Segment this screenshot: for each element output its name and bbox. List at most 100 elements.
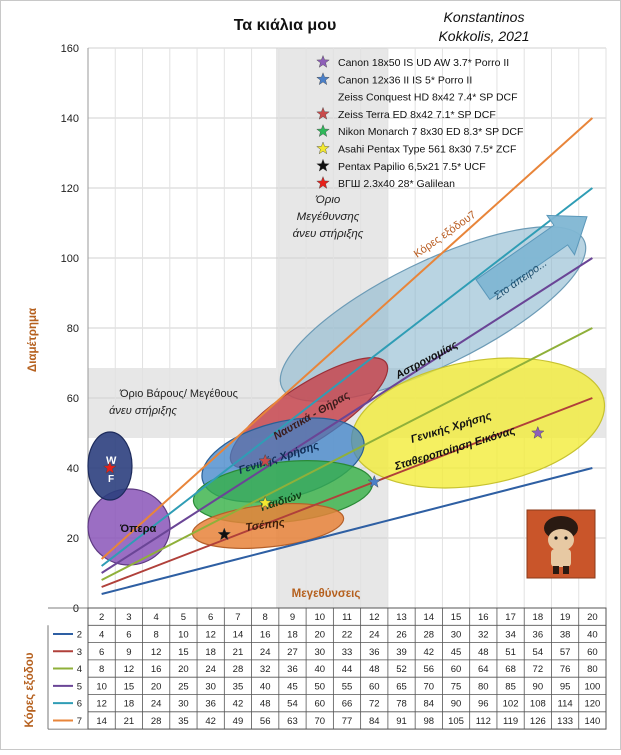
y-tick-label: 40	[67, 463, 79, 475]
y-tick-label: 120	[61, 183, 79, 195]
y-tick-label: 20	[67, 533, 79, 545]
weight-limit-line1: Όριο Βάρους/ Μεγέθους	[119, 388, 238, 400]
pocket-label: Τσέπης	[245, 517, 286, 534]
table-cell: 33	[342, 647, 353, 658]
table-header-cell: 13	[396, 612, 407, 623]
table-cell: 48	[260, 699, 271, 710]
table-y-title: Κόρες εξόδου	[24, 652, 36, 727]
table-header-cell: 2	[99, 612, 104, 623]
table-cell: 42	[424, 647, 435, 658]
table-cell: 20	[151, 681, 162, 692]
table-cell: 60	[587, 647, 598, 658]
table-cell: 68	[505, 664, 516, 675]
table-header-cell: 5	[181, 612, 186, 623]
table-cell: 9	[126, 647, 131, 658]
table-cell: 60	[314, 699, 325, 710]
table-header-cell: 18	[533, 612, 544, 623]
table-cell: 57	[560, 647, 571, 658]
table-cell: 24	[205, 664, 216, 675]
y-tick-label: 140	[61, 113, 79, 125]
series-line-6	[101, 187, 593, 567]
legend-label-5: Nikon Monarch 7 8x30 ED 8.3* SP DCF	[338, 126, 523, 138]
table-row-label: 2	[77, 629, 82, 640]
table-cell: 18	[124, 699, 135, 710]
infinity-arrow	[475, 214, 588, 301]
y-tick-label: 160	[61, 43, 79, 55]
table-header-cell: 7	[235, 612, 240, 623]
table-cell: 25	[178, 681, 189, 692]
table-cell: 76	[560, 664, 571, 675]
table-cell: 75	[451, 681, 462, 692]
legend-label-3: Zeiss Conquest HD 8x42 7.4* SP DCF	[338, 92, 518, 104]
table-cell: 55	[342, 681, 353, 692]
table-cell: 140	[584, 716, 600, 727]
table-cell: 12	[205, 629, 216, 640]
binocular-marker-4	[258, 453, 272, 467]
galilean-f-label: F	[108, 474, 114, 485]
table-cell: 80	[478, 681, 489, 692]
series-line-5	[101, 257, 593, 574]
table-cell: 15	[124, 681, 135, 692]
table-cell: 114	[558, 699, 573, 710]
table-header-cell: 19	[560, 612, 571, 623]
table-cell: 49	[233, 716, 244, 727]
table-cell: 38	[560, 629, 571, 640]
table-cell: 90	[533, 681, 544, 692]
table-cell: 72	[533, 664, 544, 675]
table-cell: 126	[530, 716, 546, 727]
binocular-marker-1	[531, 425, 545, 439]
author-line2: Kokkolis, 2021	[438, 28, 529, 44]
table-cell: 78	[396, 699, 407, 710]
legend-label-6: Asahi Pentax Type 561 8x30 7.5* ZCF	[338, 144, 516, 156]
binocular-markers	[103, 425, 545, 541]
table-row-label: 5	[77, 681, 82, 692]
legend-label-7: Pentax Papilio 6,5x21 7.5* UCF	[338, 161, 486, 173]
table-cell: 50	[314, 681, 325, 692]
table-header-cell: 16	[478, 612, 489, 623]
legend-star-2	[316, 72, 330, 86]
table-cell: 84	[369, 716, 380, 727]
table-cell: 36	[287, 664, 298, 675]
table-cell: 51	[505, 647, 516, 658]
mag-limit-line1: Όριο	[315, 194, 341, 206]
table-cell: 45	[451, 647, 462, 658]
legend-star-6	[316, 141, 330, 155]
table-cell: 105	[448, 716, 464, 727]
table-cell: 77	[342, 716, 353, 727]
table-cell: 90	[451, 699, 462, 710]
table-cell: 36	[205, 699, 216, 710]
table-cell: 24	[369, 629, 380, 640]
table-cell: 65	[396, 681, 407, 692]
galilean-w-label: W	[106, 455, 117, 467]
table-cell: 40	[587, 629, 598, 640]
series-line-4	[101, 327, 593, 581]
table-cell: 8	[99, 664, 104, 675]
binocular-marker-8	[103, 460, 117, 474]
legend-label-4: Zeiss Terra ED 8x42 7.1* SP DCF	[338, 109, 496, 121]
binocular-marker-7	[217, 527, 232, 541]
table-cell: 8	[154, 629, 159, 640]
table-cell: 32	[260, 664, 271, 675]
binocular-marker-2	[367, 474, 381, 488]
table-header-cell: 11	[342, 612, 352, 623]
table-cell: 85	[505, 681, 516, 692]
table-header-cell: 14	[424, 612, 435, 623]
table-cell: 66	[342, 699, 353, 710]
legend-star-1	[316, 54, 330, 68]
table-cell: 36	[369, 647, 380, 658]
legend-label-2: Canon 12x36 II IS 5* Porro II	[338, 74, 472, 86]
table-row-label: 3	[77, 647, 82, 658]
y-tick-label: 80	[67, 323, 79, 335]
y-tick-label: 0	[73, 603, 79, 615]
table-cell: 100	[584, 681, 600, 692]
table-cell: 4	[99, 629, 104, 640]
series-line-7	[100, 117, 594, 560]
table-cell: 80	[587, 664, 598, 675]
table-header-cell: 9	[290, 612, 295, 623]
table-cell: 96	[478, 699, 489, 710]
data-table: 2 3 4 5 6 7 8 9 10 11 12 13 14 15 16 17 18 19 202 4 6 8 10 12 14…	[47, 607, 607, 730]
table-cell: 48	[369, 664, 380, 675]
y-tick-label: 100	[61, 253, 79, 265]
legend-star-5	[316, 124, 330, 137]
